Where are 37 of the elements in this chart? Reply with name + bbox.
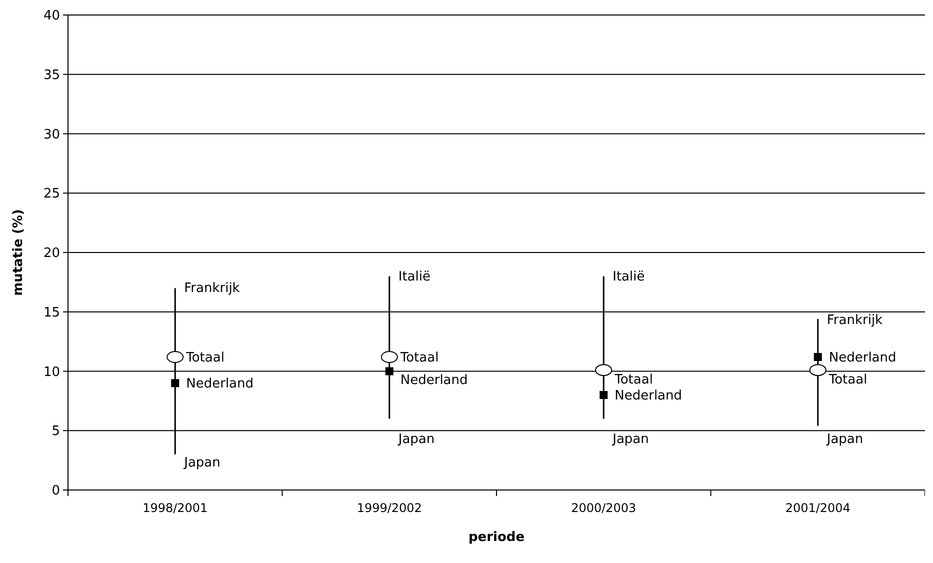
y-tick-label: 10 <box>43 364 60 380</box>
text: Totaal <box>828 372 868 388</box>
text: Totaal <box>186 350 224 366</box>
point <box>814 353 822 361</box>
point <box>809 364 826 376</box>
annotation: Frankrijk <box>826 313 884 328</box>
annotation: Japan <box>183 455 220 470</box>
y-tick-label: 40 <box>43 8 60 24</box>
point <box>595 364 612 376</box>
x-tick-label: 1998/2001 <box>142 501 208 515</box>
point <box>171 379 180 388</box>
x-axis-title: periode <box>468 530 525 545</box>
annotation: Japan <box>826 432 864 447</box>
series-label: Nederland <box>186 376 254 392</box>
y-tick-label: 5 <box>52 424 60 440</box>
y-tick-label: 25 <box>43 186 60 202</box>
point <box>600 391 608 399</box>
y-tick-label: 15 <box>43 305 60 320</box>
y-axis-title: mutatie (%) <box>11 209 26 296</box>
x-tick-label: 2000/2003 <box>571 501 636 515</box>
text: Totaal <box>614 372 653 388</box>
text: Nederland <box>828 350 896 366</box>
x-tick-label: 1999/2002 <box>356 501 422 515</box>
series-label: Totaal <box>399 350 439 366</box>
y-tick-label: 0 <box>52 484 60 498</box>
annotation: Italië <box>612 269 645 284</box>
y-tick-label: 20 <box>43 246 60 261</box>
y-tick-label: 30 <box>43 127 60 142</box>
text: Nederland <box>614 388 682 404</box>
text: Nederland <box>400 372 468 388</box>
annotation: Japan <box>397 432 435 447</box>
x-tick-label: 2001/2004 <box>785 501 850 515</box>
point <box>385 367 394 376</box>
annotation: Frankrijk <box>184 281 240 296</box>
annotation: Italië <box>398 269 430 284</box>
annotation: Japan <box>612 432 649 447</box>
y-tick-label: 35 <box>43 68 60 83</box>
